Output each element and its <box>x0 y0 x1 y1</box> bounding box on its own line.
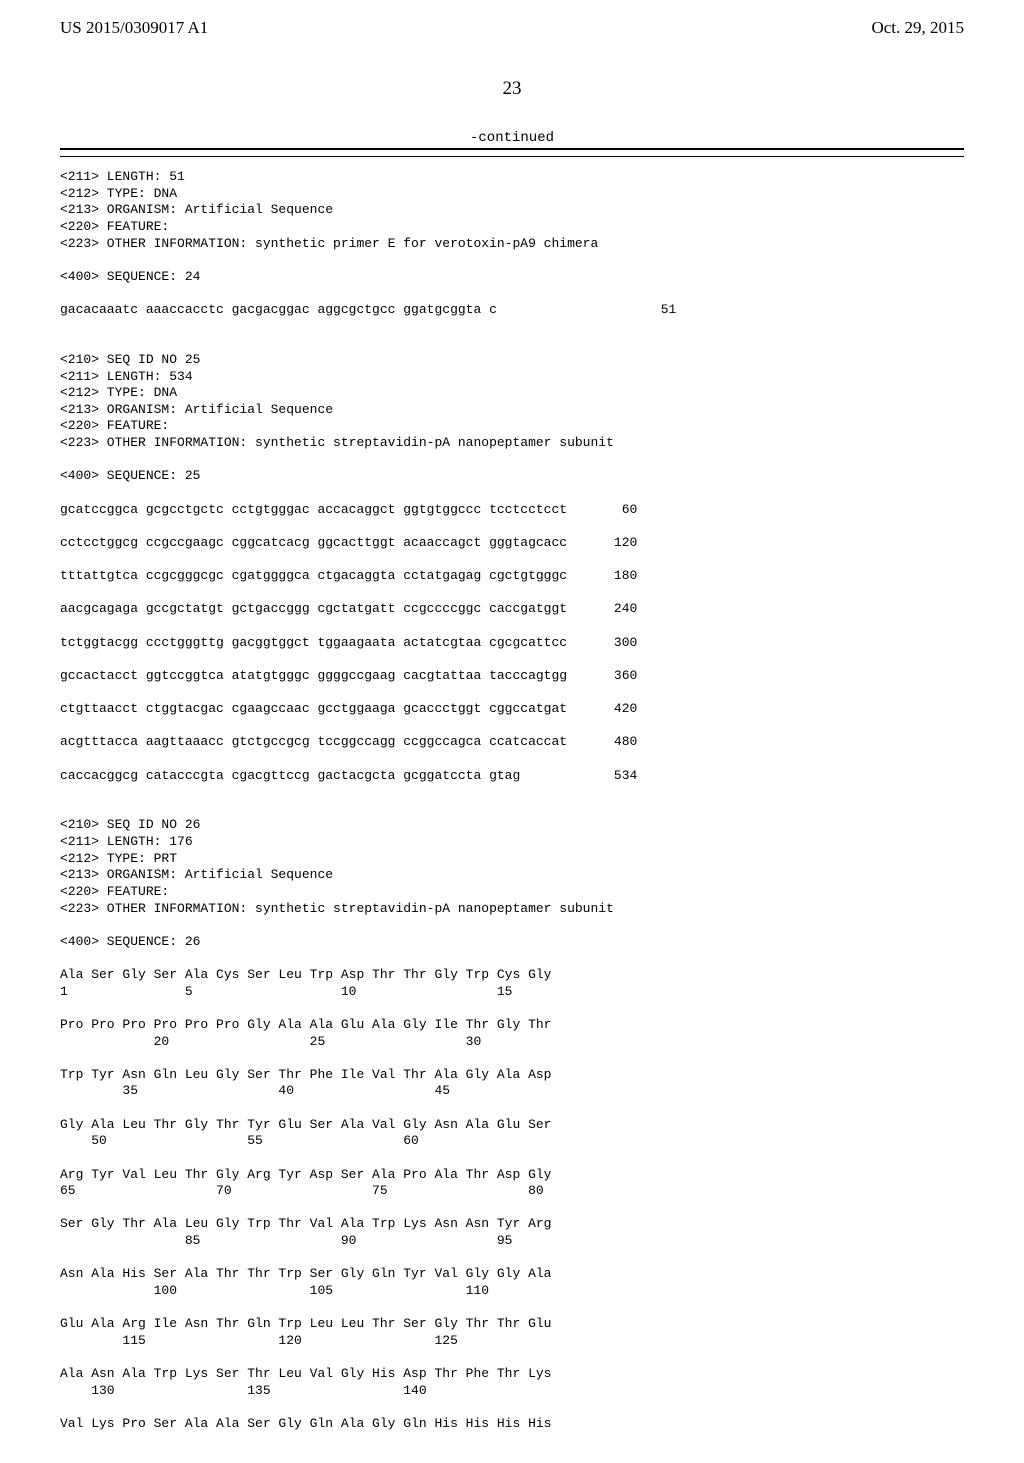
divider-thick <box>60 148 964 150</box>
page-header: US 2015/0309017 A1 Oct. 29, 2015 <box>60 18 964 38</box>
continued-label: -continued <box>60 130 964 146</box>
publication-number: US 2015/0309017 A1 <box>60 18 208 38</box>
page-number: 23 <box>60 78 964 100</box>
divider-thin <box>60 156 964 157</box>
sequence-listing: <211> LENGTH: 51 <212> TYPE: DNA <213> O… <box>60 169 964 1433</box>
publication-date: Oct. 29, 2015 <box>871 18 964 38</box>
page-container: US 2015/0309017 A1 Oct. 29, 2015 23 -con… <box>0 0 1024 1463</box>
